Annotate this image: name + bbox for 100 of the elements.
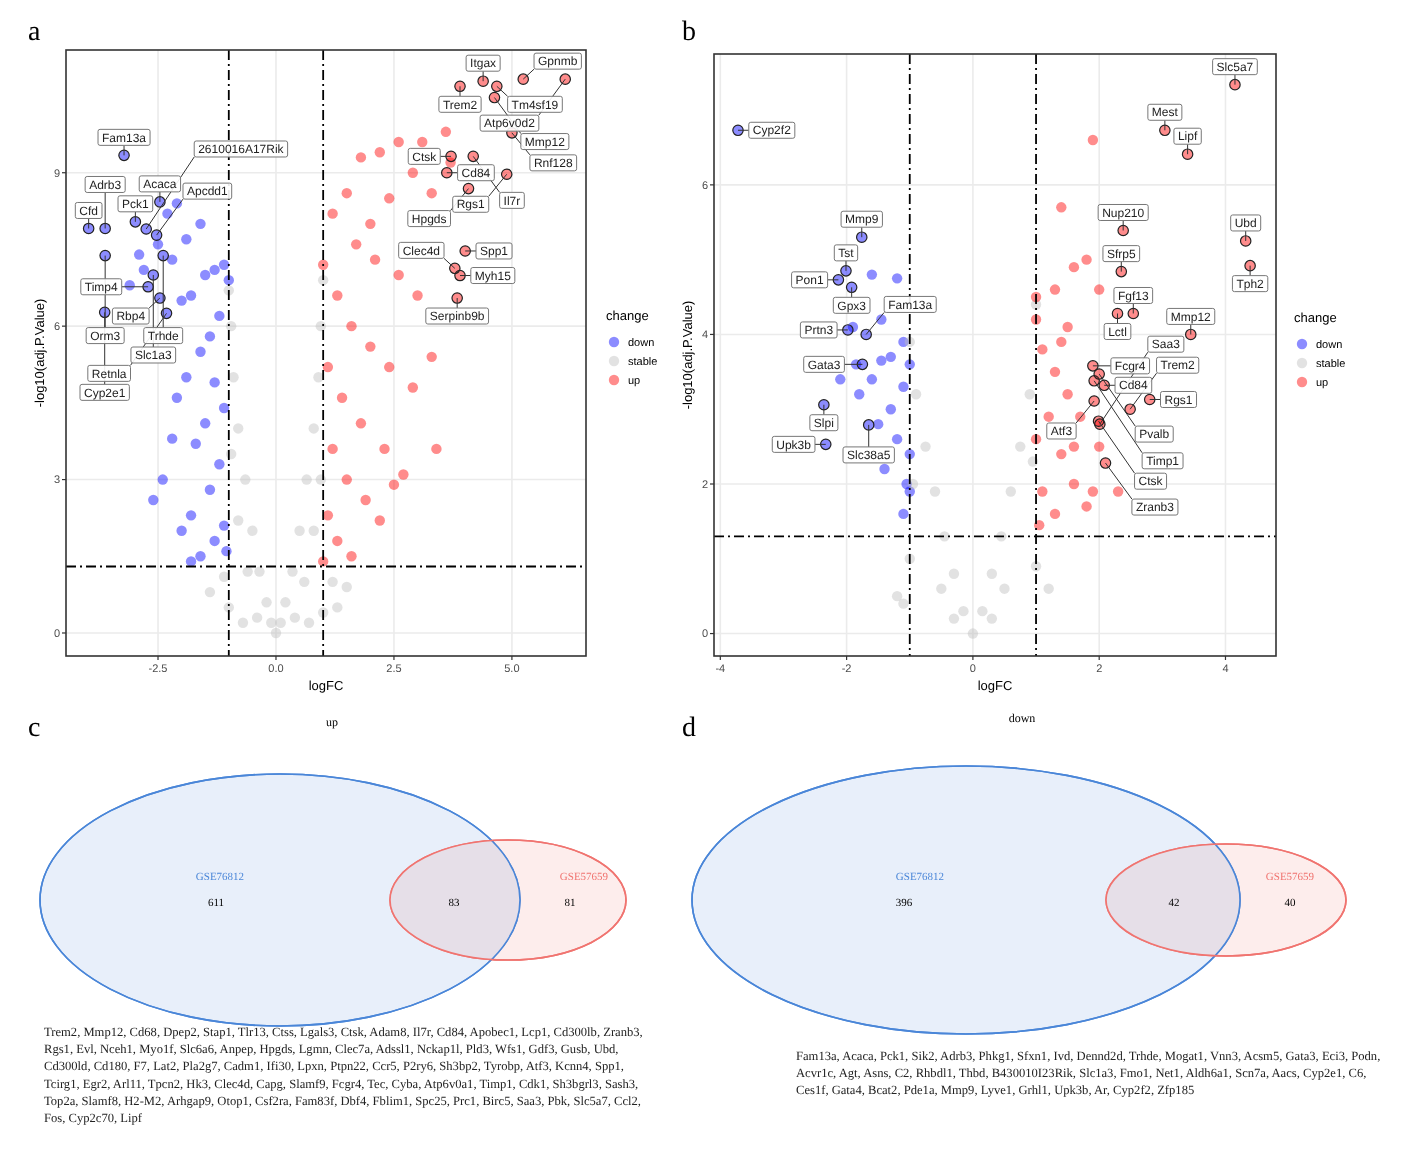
point [407,167,419,178]
point [332,535,343,547]
point [977,605,988,617]
point [374,147,385,158]
point [308,525,319,536]
point [866,374,878,385]
point [854,389,865,400]
text: a [28,18,42,48]
point [218,259,230,270]
point [218,520,230,531]
point [355,152,367,163]
point [351,239,362,250]
point [948,613,960,624]
point [195,346,206,357]
point [251,612,263,623]
point [218,402,230,414]
point [181,372,192,383]
point [185,510,197,521]
point [898,598,909,609]
point [261,597,272,608]
point [289,612,301,623]
point [322,361,334,373]
point [891,433,903,445]
point [242,566,253,577]
point [214,310,225,322]
point [1037,344,1048,355]
point [346,551,357,562]
point [171,392,183,403]
point [315,320,327,332]
point [407,382,419,393]
point [317,259,329,270]
point [233,515,244,526]
point [214,459,225,470]
point [898,381,909,392]
point [412,290,423,301]
point [365,341,376,352]
point [393,269,404,281]
point [1062,389,1073,400]
point [440,126,452,138]
point [1087,134,1099,146]
point [1068,441,1080,452]
point [355,418,367,429]
point [1049,508,1061,520]
point [332,602,343,613]
point [835,374,846,385]
point [876,355,887,366]
point [1024,389,1035,400]
point [393,136,404,148]
point [879,463,890,475]
point [195,218,206,230]
point [157,474,168,485]
point [369,254,381,265]
point [308,423,319,434]
point [204,484,216,495]
point [280,597,291,608]
point [1015,441,1026,452]
point [181,234,192,245]
point [176,525,187,536]
point [1037,486,1048,497]
point [133,249,145,260]
point [431,443,442,455]
text: b [682,18,696,48]
point [341,581,352,593]
point [190,438,201,449]
point [1081,254,1092,265]
point [1062,321,1073,333]
point [200,269,211,281]
point [209,377,220,388]
point [327,443,338,455]
point [301,474,312,485]
point [1112,486,1124,497]
text: d [682,714,696,744]
point [384,193,395,204]
point [303,617,315,628]
point [240,474,251,485]
point [374,515,385,526]
point [866,269,878,280]
point [365,218,376,230]
point [204,331,216,342]
point [254,566,265,577]
point [1005,486,1016,497]
point [195,551,206,562]
point [398,469,409,480]
point [185,556,197,567]
point [1093,441,1105,452]
point [891,273,903,284]
point [148,494,159,506]
point [336,392,348,403]
point [185,290,197,301]
point [327,208,338,219]
point [936,583,947,594]
point [1056,336,1067,348]
point [898,508,909,520]
point [379,443,390,455]
point [872,418,884,430]
point [426,187,437,199]
point [967,628,979,639]
point [360,494,371,506]
point [910,389,922,400]
point [346,320,357,332]
